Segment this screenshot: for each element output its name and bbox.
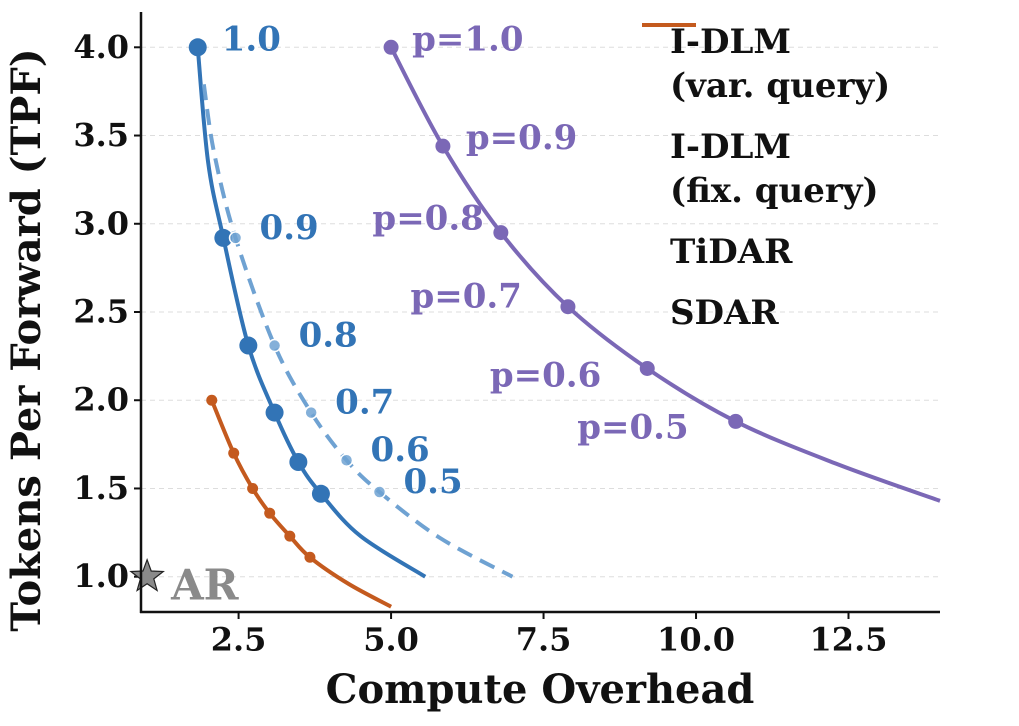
point-label: p=0.7 (411, 277, 522, 317)
legend: I-DLM (var. query) I-DLM (fix. query) TiDA… (640, 20, 890, 335)
data-point (265, 403, 284, 422)
data-point (188, 38, 207, 57)
y-axis-title: Tokens Per Forward (TPF) (3, 48, 50, 631)
data-point (560, 299, 576, 315)
data-point (289, 453, 308, 471)
y-tick-label: 3.5 (73, 116, 129, 154)
x-tick-label: 7.5 (516, 621, 572, 659)
y-tick-label: 4.0 (73, 28, 129, 66)
data-point (728, 413, 744, 429)
y-tick-label: 3.0 (73, 204, 129, 242)
plot-area (195, 46, 941, 609)
series-line (201, 84, 514, 579)
reference-label: AR (170, 561, 240, 610)
data-point (435, 138, 451, 154)
data-point (228, 447, 240, 459)
y-tick-label: 2.0 (73, 381, 129, 419)
data-point (264, 507, 276, 519)
x-tick-label: 10.0 (657, 621, 735, 659)
data-point (304, 551, 316, 563)
point-label: 0.8 (299, 316, 358, 356)
data-point (493, 225, 509, 241)
data-point (284, 530, 296, 542)
data-point (383, 39, 399, 55)
data-point (247, 482, 259, 494)
x-tick-label: 5.0 (363, 621, 419, 659)
data-point (304, 405, 318, 420)
point-label: 0.9 (260, 208, 319, 248)
legend-label: I-DLM (var. query) (670, 22, 891, 106)
point-label: 0.7 (335, 383, 394, 423)
data-point (311, 484, 330, 503)
reference-marker (129, 557, 165, 592)
point-label: p=0.8 (372, 199, 483, 239)
legend-label: SDAR (670, 293, 779, 333)
point-label: 0.6 (371, 430, 430, 470)
legend-entry: SDAR (640, 23, 890, 335)
x-axis-title: Compute Overhead (326, 666, 755, 713)
point-label: 0.5 (403, 462, 462, 502)
data-point (228, 231, 243, 245)
y-tick-label: 1.0 (73, 557, 129, 595)
x-tick-label: 2.5 (211, 621, 267, 659)
legend-swatch (642, 23, 696, 27)
series-line (209, 399, 393, 609)
series-line (195, 47, 427, 579)
point-label: p=0.5 (577, 407, 688, 447)
point-label: p=1.0 (412, 19, 523, 59)
legend-entry: TiDAR (640, 23, 890, 274)
data-point (339, 453, 354, 467)
legend-entry: I-DLM (fix. query) (640, 23, 890, 213)
data-point (214, 228, 233, 247)
data-point (239, 336, 258, 355)
y-tick-label: 1.5 (73, 469, 129, 507)
legend-entry: I-DLM (var. query) (640, 20, 890, 108)
data-point (206, 394, 218, 406)
point-label: p=0.9 (466, 118, 577, 158)
data-point (639, 360, 655, 376)
legend-label: I-DLM (fix. query) (670, 127, 879, 211)
series-line (389, 46, 941, 503)
x-tick-label: 12.5 (810, 621, 888, 659)
point-label: p=0.6 (490, 355, 601, 395)
legend-label: TiDAR (670, 232, 793, 272)
data-point (267, 338, 282, 353)
data-point (372, 485, 387, 499)
point-label: 1.0 (222, 19, 281, 59)
y-tick-label: 2.5 (73, 293, 129, 331)
